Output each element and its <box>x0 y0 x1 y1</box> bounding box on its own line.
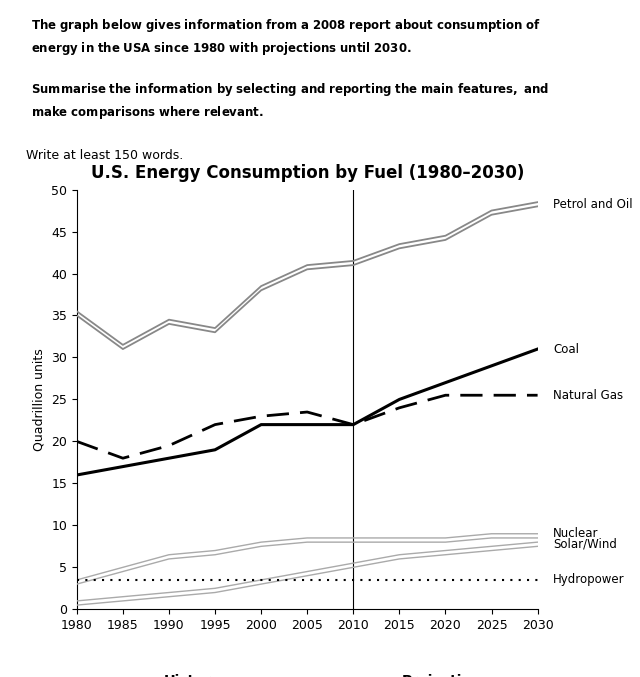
Text: Natural Gas: Natural Gas <box>553 389 623 401</box>
Y-axis label: Quadrillion units: Quadrillion units <box>33 348 45 451</box>
FancyBboxPatch shape <box>6 12 634 137</box>
Text: Nuclear: Nuclear <box>553 527 598 540</box>
Text: Hydropower: Hydropower <box>553 573 625 586</box>
Text: Petrol and Oil: Petrol and Oil <box>553 198 633 211</box>
Text: History: History <box>164 674 220 677</box>
Text: $\bf{The\ graph\ below\ gives\ information\ from\ a\ 2008\ report\ about\ consum: $\bf{The\ graph\ below\ gives\ informati… <box>31 17 549 121</box>
Text: Write at least 150 words.: Write at least 150 words. <box>26 149 183 162</box>
Title: U.S. Energy Consumption by Fuel (1980–2030): U.S. Energy Consumption by Fuel (1980–20… <box>90 165 524 182</box>
Text: Projections: Projections <box>401 674 490 677</box>
Text: Solar/Wind: Solar/Wind <box>553 538 617 550</box>
Text: Coal: Coal <box>553 343 579 355</box>
